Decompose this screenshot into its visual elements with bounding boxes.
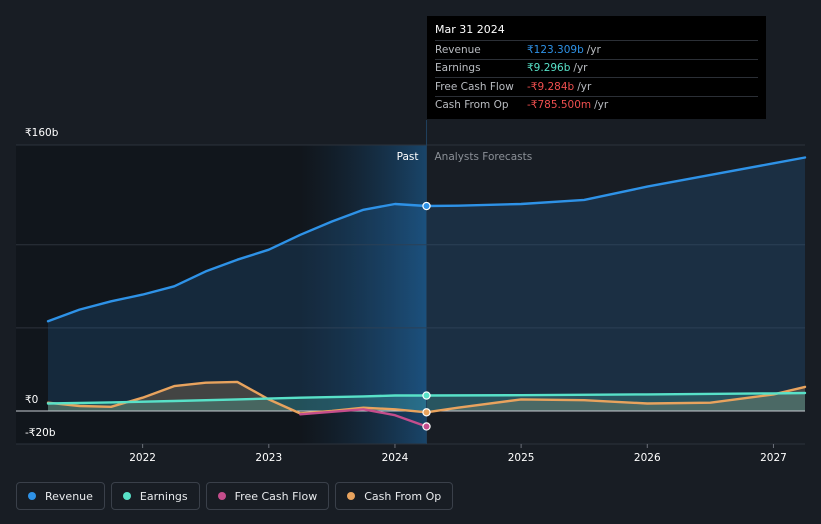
series-area-cash-from-op bbox=[48, 381, 805, 414]
legend-dot-icon bbox=[217, 492, 226, 500]
x-tick-label: 2022 bbox=[129, 452, 156, 464]
x-tick-label: 2025 bbox=[508, 452, 535, 464]
legend-label: Revenue bbox=[45, 489, 93, 503]
data-tooltip: Mar 31 2024 Revenue ₹123.309b /yr Earnin… bbox=[427, 16, 766, 119]
tooltip-row-cash-from-op: Cash From Op -₹785.500m /yr bbox=[435, 95, 758, 115]
x-tick-label: 2026 bbox=[634, 452, 661, 464]
tooltip-label: Free Cash Flow bbox=[435, 80, 514, 93]
tooltip-unit: /yr bbox=[594, 99, 609, 112]
tooltip-value: ₹9.296b bbox=[527, 62, 571, 75]
tooltip-row-earnings: Earnings ₹9.296b /yr bbox=[435, 58, 758, 78]
tooltip-unit: /yr bbox=[586, 43, 601, 56]
legend-item-free-cash-flow[interactable]: Free Cash Flow bbox=[205, 482, 330, 510]
x-tick-label: 2023 bbox=[255, 452, 282, 464]
legend-label: Earnings bbox=[139, 489, 188, 503]
y-tick-label: ₹0 bbox=[25, 394, 38, 406]
marker-cash-from-op bbox=[422, 408, 431, 417]
tooltip-value: ₹123.309b bbox=[527, 43, 584, 56]
legend-item-cash-from-op[interactable]: Cash From Op bbox=[335, 482, 454, 510]
legend-dot-icon bbox=[122, 492, 131, 500]
legend-dot-icon bbox=[347, 492, 356, 500]
highlight-period-shade bbox=[300, 145, 427, 444]
marker-revenue bbox=[422, 201, 431, 211]
tooltip-unit: /yr bbox=[577, 80, 592, 93]
tooltip-date: Mar 31 2024 bbox=[435, 23, 505, 36]
series-line-earnings bbox=[46, 391, 807, 405]
y-tick-label: -₹20b bbox=[25, 427, 56, 439]
legend-label: Free Cash Flow bbox=[234, 489, 318, 503]
legend-dot-icon bbox=[28, 492, 36, 500]
legend-item-revenue[interactable]: Revenue bbox=[16, 482, 105, 510]
series-line-revenue bbox=[46, 156, 807, 323]
tooltip-row-revenue: Revenue ₹123.309b /yr bbox=[435, 40, 758, 59]
chart-canvas: Past Analysts Forecasts ₹160b ₹0 -₹20b 2022 20… bbox=[16, 120, 807, 464]
x-tick-label: 2027 bbox=[760, 452, 787, 464]
tooltip-value: -₹785.500m bbox=[527, 99, 592, 112]
series-line-free-cash-flow bbox=[299, 408, 428, 428]
forecast-label: Analysts Forecasts bbox=[435, 151, 533, 163]
chart-legend: Revenue Earnings Free Cash Flow Cash Fro… bbox=[16, 482, 454, 510]
marker-earnings bbox=[422, 391, 431, 400]
legend-label: Cash From Op bbox=[364, 489, 442, 503]
tooltip-unit: /yr bbox=[573, 62, 588, 75]
legend-item-earnings[interactable]: Earnings bbox=[110, 482, 200, 510]
past-label: Past bbox=[397, 151, 419, 163]
tooltip-value: -₹9.284b bbox=[527, 80, 575, 93]
tooltip-label: Cash From Op bbox=[435, 99, 509, 112]
tooltip-label: Earnings bbox=[435, 62, 481, 75]
y-tick-label: ₹160b bbox=[25, 127, 59, 139]
tooltip-label: Revenue bbox=[435, 43, 481, 56]
tooltip-row-free-cash-flow: Free Cash Flow -₹9.284b /yr bbox=[435, 77, 758, 96]
marker-free-cash-flow bbox=[422, 422, 431, 431]
x-tick-label: 2024 bbox=[382, 452, 409, 464]
